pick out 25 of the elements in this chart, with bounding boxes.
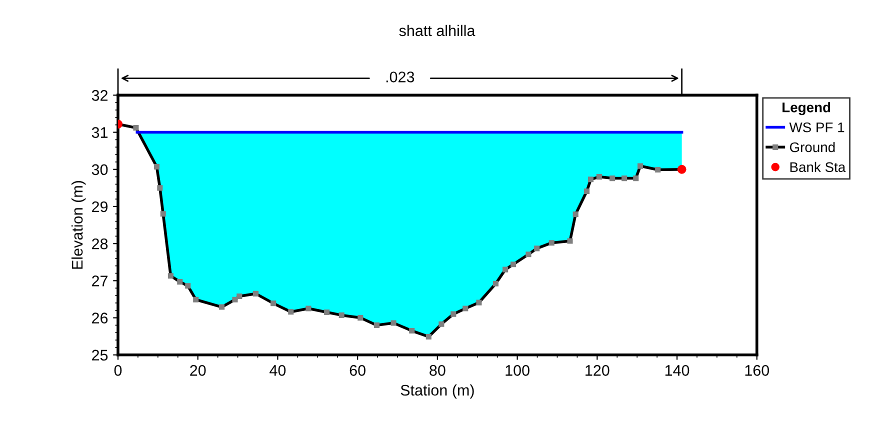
y-tick-label: 30 <box>92 164 108 176</box>
x-tick-label: 120 <box>586 365 610 376</box>
y-tick-label: 31 <box>92 127 108 138</box>
y-axis-title: Elevation (m) <box>71 180 86 269</box>
y-tick-label: 29 <box>92 201 108 212</box>
x-tick-label: 20 <box>190 365 206 376</box>
x-tick-label: 40 <box>270 365 286 376</box>
x-tick-label: 80 <box>430 365 446 376</box>
y-tick-label: 25 <box>92 350 108 361</box>
legend-title: Legend <box>782 102 830 116</box>
text: .023 <box>386 72 414 82</box>
y-tick-label: 28 <box>92 238 108 250</box>
legend-label: Bank Sta <box>790 162 846 172</box>
x-tick-label: 60 <box>350 365 366 376</box>
y-tick-label: 32 <box>92 90 108 101</box>
x-axis-title: Station (m) <box>400 384 474 399</box>
legend-label: WS PF 1 <box>789 122 844 132</box>
x-tick-label: 140 <box>665 365 690 376</box>
x-tick-label: 0 <box>114 365 122 376</box>
chart-title: shatt alhilla <box>399 24 476 36</box>
x-tick-label: 160 <box>745 365 770 376</box>
y-tick-label: 27 <box>92 276 108 286</box>
legend-label: Ground <box>790 142 835 152</box>
y-tick-label: 26 <box>92 312 108 324</box>
x-tick-label: 100 <box>506 365 530 376</box>
